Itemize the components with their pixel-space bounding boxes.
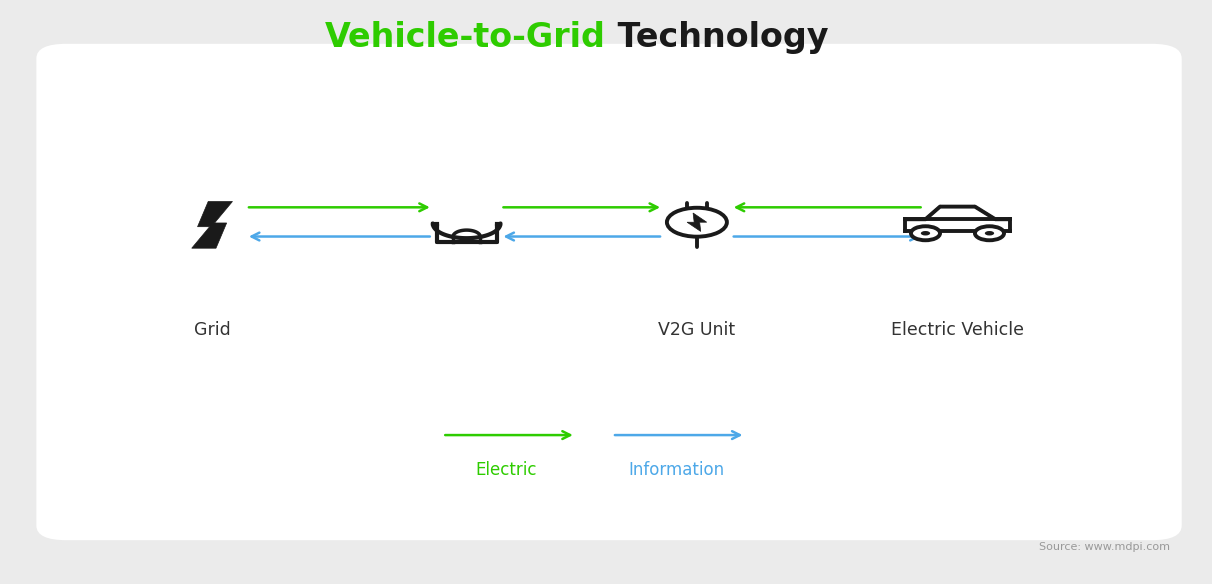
Text: Technology: Technology (606, 22, 829, 54)
Text: Electric Vehicle: Electric Vehicle (891, 321, 1024, 339)
Text: Source: www.mdpi.com: Source: www.mdpi.com (1039, 542, 1170, 552)
Circle shape (985, 231, 994, 235)
Text: Information: Information (628, 461, 725, 479)
Polygon shape (687, 213, 707, 231)
Text: Electric: Electric (476, 461, 537, 479)
Circle shape (974, 226, 1004, 240)
FancyBboxPatch shape (36, 44, 1182, 540)
Circle shape (921, 231, 930, 235)
Text: Grid: Grid (194, 321, 230, 339)
Circle shape (911, 226, 941, 240)
Text: Vehicle-to-Grid: Vehicle-to-Grid (325, 22, 606, 54)
Polygon shape (191, 201, 233, 248)
Text: V2G Unit: V2G Unit (658, 321, 736, 339)
